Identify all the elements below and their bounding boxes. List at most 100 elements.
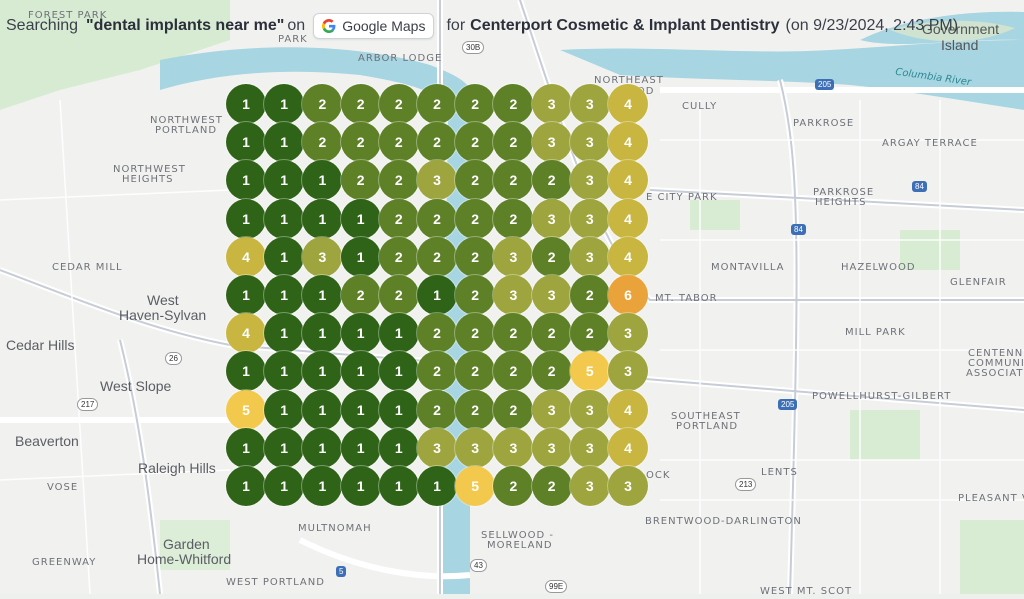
rank-marker[interactable]: 1	[340, 427, 381, 468]
rank-marker[interactable]: 1	[340, 389, 381, 430]
rank-marker[interactable]: 2	[340, 122, 381, 163]
rank-marker[interactable]: 6	[608, 275, 648, 315]
rank-marker[interactable]: 3	[569, 236, 610, 277]
rank-marker[interactable]: 1	[340, 236, 381, 277]
rank-marker[interactable]: 1	[226, 122, 266, 163]
rank-marker[interactable]: 2	[455, 236, 496, 277]
rank-marker[interactable]: 2	[493, 160, 534, 201]
rank-marker[interactable]: 3	[569, 84, 610, 124]
rank-marker[interactable]: 3	[302, 236, 343, 277]
rank-marker[interactable]: 1	[264, 427, 305, 468]
rank-marker[interactable]: 3	[608, 466, 648, 506]
rank-marker[interactable]: 1	[264, 84, 305, 124]
rank-marker[interactable]: 3	[569, 122, 610, 163]
rank-marker[interactable]: 4	[608, 198, 648, 239]
rank-marker[interactable]: 1	[264, 122, 305, 163]
rank-marker[interactable]: 4	[608, 427, 648, 468]
rank-marker[interactable]: 2	[417, 313, 457, 354]
rank-marker[interactable]: 2	[378, 275, 419, 315]
rank-marker[interactable]: 3	[569, 160, 610, 201]
rank-marker[interactable]: 3	[531, 389, 572, 430]
rank-marker[interactable]: 3	[531, 275, 572, 315]
rank-marker[interactable]: 1	[226, 198, 266, 239]
rank-marker[interactable]: 1	[378, 389, 419, 430]
rank-marker[interactable]: 1	[226, 275, 266, 315]
rank-marker[interactable]: 2	[531, 466, 572, 506]
rank-marker[interactable]: 1	[264, 198, 305, 239]
rank-marker[interactable]: 2	[378, 122, 419, 163]
rank-marker[interactable]: 2	[493, 313, 534, 354]
rank-marker[interactable]: 2	[378, 84, 419, 124]
rank-marker[interactable]: 1	[264, 466, 305, 506]
rank-marker[interactable]: 2	[340, 275, 381, 315]
rank-marker[interactable]: 1	[264, 351, 305, 392]
rank-marker[interactable]: 2	[417, 389, 457, 430]
rank-marker[interactable]: 2	[531, 313, 572, 354]
rank-marker[interactable]: 1	[302, 389, 343, 430]
rank-marker[interactable]: 2	[493, 351, 534, 392]
rank-marker[interactable]: 1	[264, 275, 305, 315]
rank-marker[interactable]: 3	[493, 427, 534, 468]
rank-marker[interactable]: 1	[264, 313, 305, 354]
rank-marker[interactable]: 3	[531, 198, 572, 239]
rank-marker[interactable]: 2	[455, 84, 496, 124]
rank-marker[interactable]: 2	[455, 351, 496, 392]
rank-marker[interactable]: 3	[493, 236, 534, 277]
rank-marker[interactable]: 1	[302, 466, 343, 506]
rank-marker[interactable]: 2	[378, 236, 419, 277]
rank-marker[interactable]: 1	[378, 351, 419, 392]
rank-marker[interactable]: 4	[608, 389, 648, 430]
rank-marker[interactable]: 2	[378, 198, 419, 239]
google-maps-button[interactable]: Google Maps	[313, 13, 435, 39]
rank-marker[interactable]: 1	[302, 275, 343, 315]
rank-marker[interactable]: 1	[378, 427, 419, 468]
rank-marker[interactable]: 2	[302, 84, 343, 124]
rank-marker[interactable]: 1	[264, 160, 305, 201]
rank-marker[interactable]: 2	[417, 84, 457, 124]
rank-marker[interactable]: 4	[608, 160, 648, 201]
rank-marker[interactable]: 3	[608, 313, 648, 354]
rank-marker[interactable]: 2	[531, 351, 572, 392]
rank-marker[interactable]: 1	[302, 313, 343, 354]
rank-marker[interactable]: 1	[340, 351, 381, 392]
rank-marker[interactable]: 3	[531, 122, 572, 163]
rank-marker[interactable]: 2	[531, 236, 572, 277]
rank-marker[interactable]: 1	[226, 351, 266, 392]
rank-marker[interactable]: 1	[226, 466, 266, 506]
rank-marker[interactable]: 2	[417, 122, 457, 163]
rank-marker[interactable]: 2	[302, 122, 343, 163]
rank-marker[interactable]: 3	[455, 427, 496, 468]
rank-marker[interactable]: 2	[417, 236, 457, 277]
rank-marker[interactable]: 1	[378, 466, 419, 506]
rank-marker[interactable]: 1	[340, 198, 381, 239]
rank-marker[interactable]: 3	[417, 427, 457, 468]
rank-marker[interactable]: 2	[455, 160, 496, 201]
rank-marker[interactable]: 5	[455, 466, 496, 506]
rank-marker[interactable]: 2	[455, 389, 496, 430]
rank-marker[interactable]: 4	[226, 313, 266, 354]
rank-marker[interactable]: 2	[340, 84, 381, 124]
rank-marker[interactable]: 5	[569, 351, 610, 392]
rank-marker[interactable]: 2	[455, 198, 496, 239]
rank-marker[interactable]: 2	[417, 351, 457, 392]
rank-marker[interactable]: 1	[226, 427, 266, 468]
rank-marker[interactable]: 3	[531, 84, 572, 124]
rank-marker[interactable]: 3	[569, 427, 610, 468]
rank-marker[interactable]: 2	[493, 389, 534, 430]
rank-marker[interactable]: 3	[417, 160, 457, 201]
rank-marker[interactable]: 2	[455, 275, 496, 315]
rank-marker[interactable]: 2	[455, 122, 496, 163]
rank-marker[interactable]: 2	[378, 160, 419, 201]
rank-marker[interactable]: 3	[531, 427, 572, 468]
rank-marker[interactable]: 2	[569, 275, 610, 315]
rank-marker[interactable]: 3	[569, 466, 610, 506]
rank-marker[interactable]: 1	[264, 389, 305, 430]
rank-marker[interactable]: 1	[302, 351, 343, 392]
rank-marker[interactable]: 2	[455, 313, 496, 354]
rank-marker[interactable]: 1	[340, 313, 381, 354]
rank-marker[interactable]: 2	[493, 198, 534, 239]
rank-marker[interactable]: 1	[378, 313, 419, 354]
rank-marker[interactable]: 2	[493, 122, 534, 163]
rank-marker[interactable]: 3	[569, 198, 610, 239]
rank-marker[interactable]: 1	[302, 427, 343, 468]
